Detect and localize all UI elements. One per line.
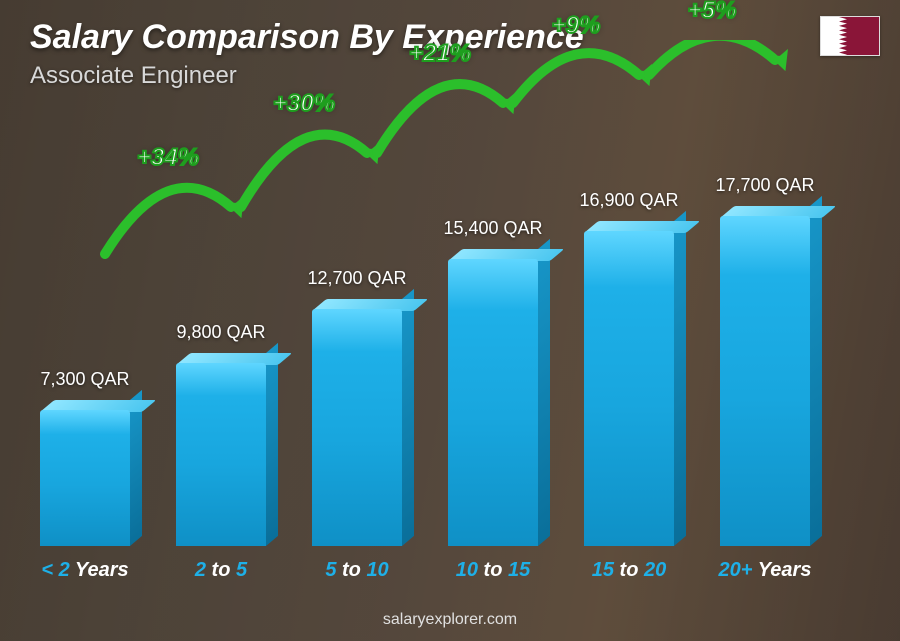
bar-slot: 7,300 QAR< 2 Years xyxy=(30,216,140,546)
bar xyxy=(176,363,266,546)
growth-percent-label: +9% xyxy=(552,12,601,40)
bar-category-label: 2 to 5 xyxy=(195,559,247,582)
bar-slot: 9,800 QAR2 to 5 xyxy=(166,216,276,546)
bar-slot: 16,900 QAR15 to 20 xyxy=(574,216,684,546)
bar xyxy=(584,231,674,546)
bar-category-label: 20+ Years xyxy=(719,559,812,582)
bar-slot: 12,700 QAR5 to 10 xyxy=(302,216,412,546)
bar-category-label: 15 to 20 xyxy=(592,559,667,582)
bar xyxy=(448,259,538,546)
bar-value-label: 7,300 QAR xyxy=(40,369,129,390)
footer-attribution: salaryexplorer.com xyxy=(383,611,517,629)
bar-category-label: 10 to 15 xyxy=(456,559,531,582)
bar-category-label: < 2 Years xyxy=(41,559,128,582)
infographic-stage: Salary Comparison By Experience Associat… xyxy=(0,0,900,641)
bar-value-label: 12,700 QAR xyxy=(307,268,406,289)
bar-value-label: 17,700 QAR xyxy=(715,175,814,196)
bar-chart: 7,300 QAR< 2 Years9,800 QAR2 to 512,700 … xyxy=(30,100,850,586)
qatar-flag-icon xyxy=(820,16,880,56)
bar xyxy=(312,309,402,546)
growth-percent-label: +34% xyxy=(137,144,199,172)
bar xyxy=(40,410,130,546)
bar-slot: 15,400 QAR10 to 15 xyxy=(438,216,548,546)
chart-title: Salary Comparison By Experience xyxy=(30,18,584,57)
bar-category-label: 5 to 10 xyxy=(325,559,388,582)
bar-slot: 17,700 QAR20+ Years xyxy=(710,216,820,546)
growth-percent-label: +30% xyxy=(273,90,335,118)
bar xyxy=(720,216,810,546)
bar-value-label: 16,900 QAR xyxy=(579,190,678,211)
chart-subtitle: Associate Engineer xyxy=(30,62,237,90)
bar-value-label: 9,800 QAR xyxy=(176,322,265,343)
growth-percent-label: +5% xyxy=(688,0,737,25)
bar-value-label: 15,400 QAR xyxy=(443,218,542,239)
growth-percent-label: +21% xyxy=(409,40,471,68)
